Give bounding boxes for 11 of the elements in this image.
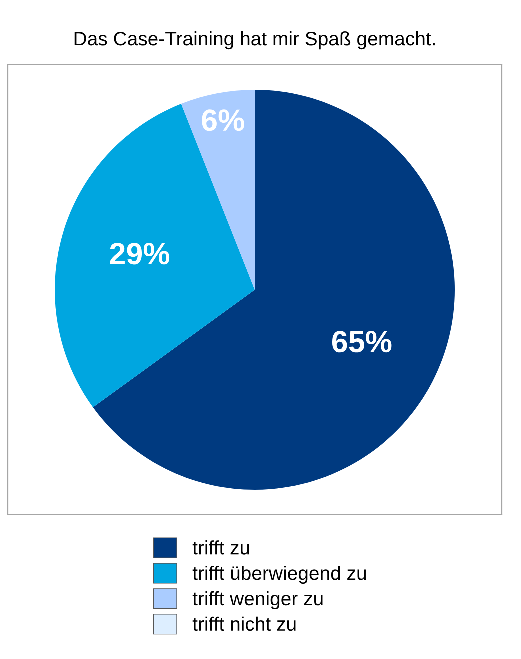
chart-title: Das Case-Training hat mir Spaß gemacht.	[74, 31, 435, 50]
legend-label: trifft überwiegend zu	[192, 566, 366, 584]
legend-label: trifft nicht zu	[192, 616, 296, 632]
data-label: 29%	[110, 243, 170, 265]
data-label: 65%	[332, 331, 392, 353]
pie-slice	[181, 90, 255, 290]
legend-label: trifft weniger zu	[192, 591, 323, 610]
data-label: 6%	[202, 110, 244, 132]
pie-slice	[55, 104, 255, 408]
pie-slice	[93, 90, 455, 490]
legend-label: trifft zu	[192, 540, 250, 555]
